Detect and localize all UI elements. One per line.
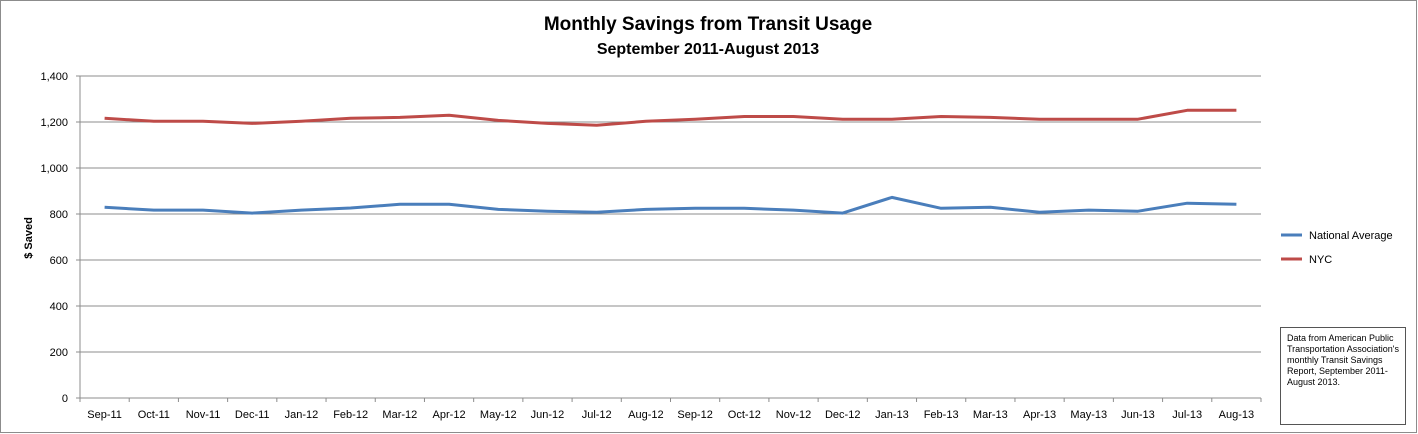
legend-label: National Average bbox=[1309, 230, 1393, 242]
y-tick-label: 1,200 bbox=[40, 117, 68, 129]
x-tick-label: Dec-12 bbox=[825, 409, 860, 421]
y-axis-label: $ Saved bbox=[23, 217, 35, 259]
x-tick-label: Jun-12 bbox=[531, 409, 565, 421]
x-tick-label: Feb-12 bbox=[333, 409, 368, 421]
x-tick-label: Mar-12 bbox=[382, 409, 417, 421]
x-tick-label: Jul-12 bbox=[582, 409, 612, 421]
y-axis-ticks: 0 200 400 600 800 1,000 1,200 1,400 bbox=[40, 71, 80, 405]
series-lines bbox=[104, 108, 1237, 215]
x-tick-label: Mar-13 bbox=[973, 409, 1008, 421]
x-tick-label: Oct-12 bbox=[728, 409, 761, 421]
x-tick-label: Feb-13 bbox=[924, 409, 959, 421]
legend: National Average NYC bbox=[1281, 230, 1393, 266]
x-tick-label: Sep-12 bbox=[677, 409, 712, 421]
y-tick-label: 200 bbox=[50, 347, 68, 359]
x-tick-label: Jul-13 bbox=[1172, 409, 1202, 421]
x-tick-label: Aug-12 bbox=[628, 409, 663, 421]
chart-subtitle: September 2011-August 2013 bbox=[597, 41, 819, 58]
y-tick-label: 1,400 bbox=[40, 71, 68, 83]
x-tick-label: Aug-13 bbox=[1219, 409, 1254, 421]
legend-label: NYC bbox=[1309, 254, 1332, 266]
x-tick-label: Apr-13 bbox=[1023, 409, 1056, 421]
y-tick-label: 1,000 bbox=[40, 163, 68, 175]
x-tick-label: Jan-12 bbox=[285, 409, 319, 421]
y-tick-label: 400 bbox=[50, 301, 68, 313]
source-note: Data from American Public Transportation… bbox=[1280, 327, 1406, 425]
y-tick-label: 600 bbox=[50, 255, 68, 267]
x-tick-label: Dec-11 bbox=[235, 409, 270, 421]
x-tick-label: May-13 bbox=[1070, 409, 1107, 421]
x-tick-label: Oct-11 bbox=[138, 409, 170, 421]
x-tick-label: Nov-12 bbox=[776, 409, 811, 421]
x-tick-label: May-12 bbox=[480, 409, 517, 421]
x-tick-label: Sep-11 bbox=[87, 409, 122, 421]
x-tick-label: Jan-13 bbox=[875, 409, 909, 421]
x-tick-label: Apr-12 bbox=[433, 409, 466, 421]
series-line bbox=[104, 195, 1237, 215]
series-line bbox=[104, 108, 1237, 127]
y-tick-label: 800 bbox=[50, 209, 68, 221]
x-tick-label: Nov-11 bbox=[186, 409, 221, 421]
y-tick-label: 0 bbox=[62, 393, 68, 405]
x-tick-label: Jun-13 bbox=[1121, 409, 1155, 421]
chart-title: Monthly Savings from Transit Usage bbox=[544, 14, 872, 35]
x-axis-ticks: Sep-11 Oct-11 Nov-11 Dec-11 Jan-12 Feb-12 Mar-… bbox=[79, 398, 1262, 421]
